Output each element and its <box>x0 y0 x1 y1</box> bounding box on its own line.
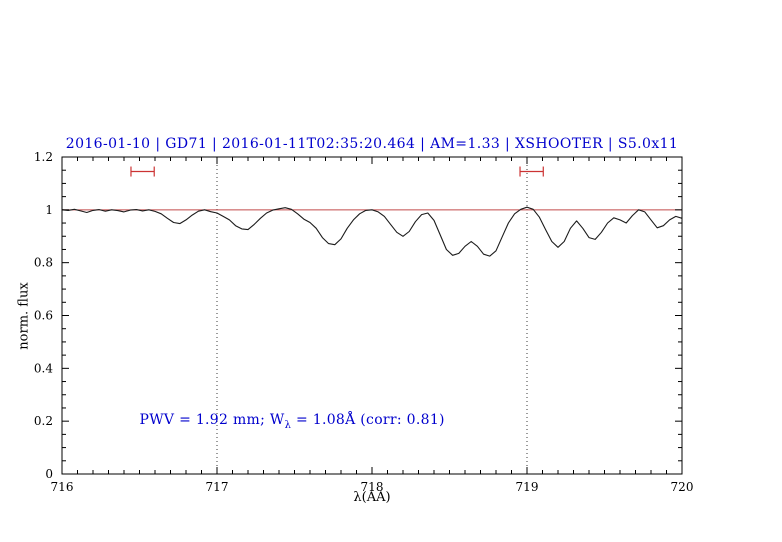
y-tick-label: 0.2 <box>34 414 53 428</box>
x-axis-label: λ(AA) <box>353 490 391 505</box>
y-axis-label: norm. flux <box>16 282 32 350</box>
y-tick-label: 0.6 <box>34 309 53 323</box>
annotation-prefix: PWV = 1.92 mm; W <box>139 412 285 429</box>
x-tick-label: 720 <box>671 480 694 494</box>
y-tick-label: 0.4 <box>34 361 53 375</box>
x-tick-label: 717 <box>206 480 229 494</box>
y-tick-label: 0.8 <box>34 256 53 270</box>
x-tick-label: 716 <box>51 480 74 494</box>
annotation-subscript: λ <box>284 419 292 431</box>
y-tick-label: 1 <box>45 203 53 217</box>
x-tick-label: 718 <box>361 480 384 494</box>
y-tick-label: 0 <box>45 467 53 481</box>
y-tick-label: 1.2 <box>34 150 53 164</box>
spectrum-line <box>61 206 683 257</box>
plot-title: 2016-01-10 | GD71 | 2016-01-11T02:35:20.… <box>65 136 679 152</box>
annotation-suffix: = 1.08Å (corr: 0.81) <box>291 412 445 429</box>
x-tick-label: 719 <box>516 480 539 494</box>
pwv-annotation: PWV = 1.92 mm; Wλ = 1.08Å (corr: 0.81) <box>140 412 445 431</box>
